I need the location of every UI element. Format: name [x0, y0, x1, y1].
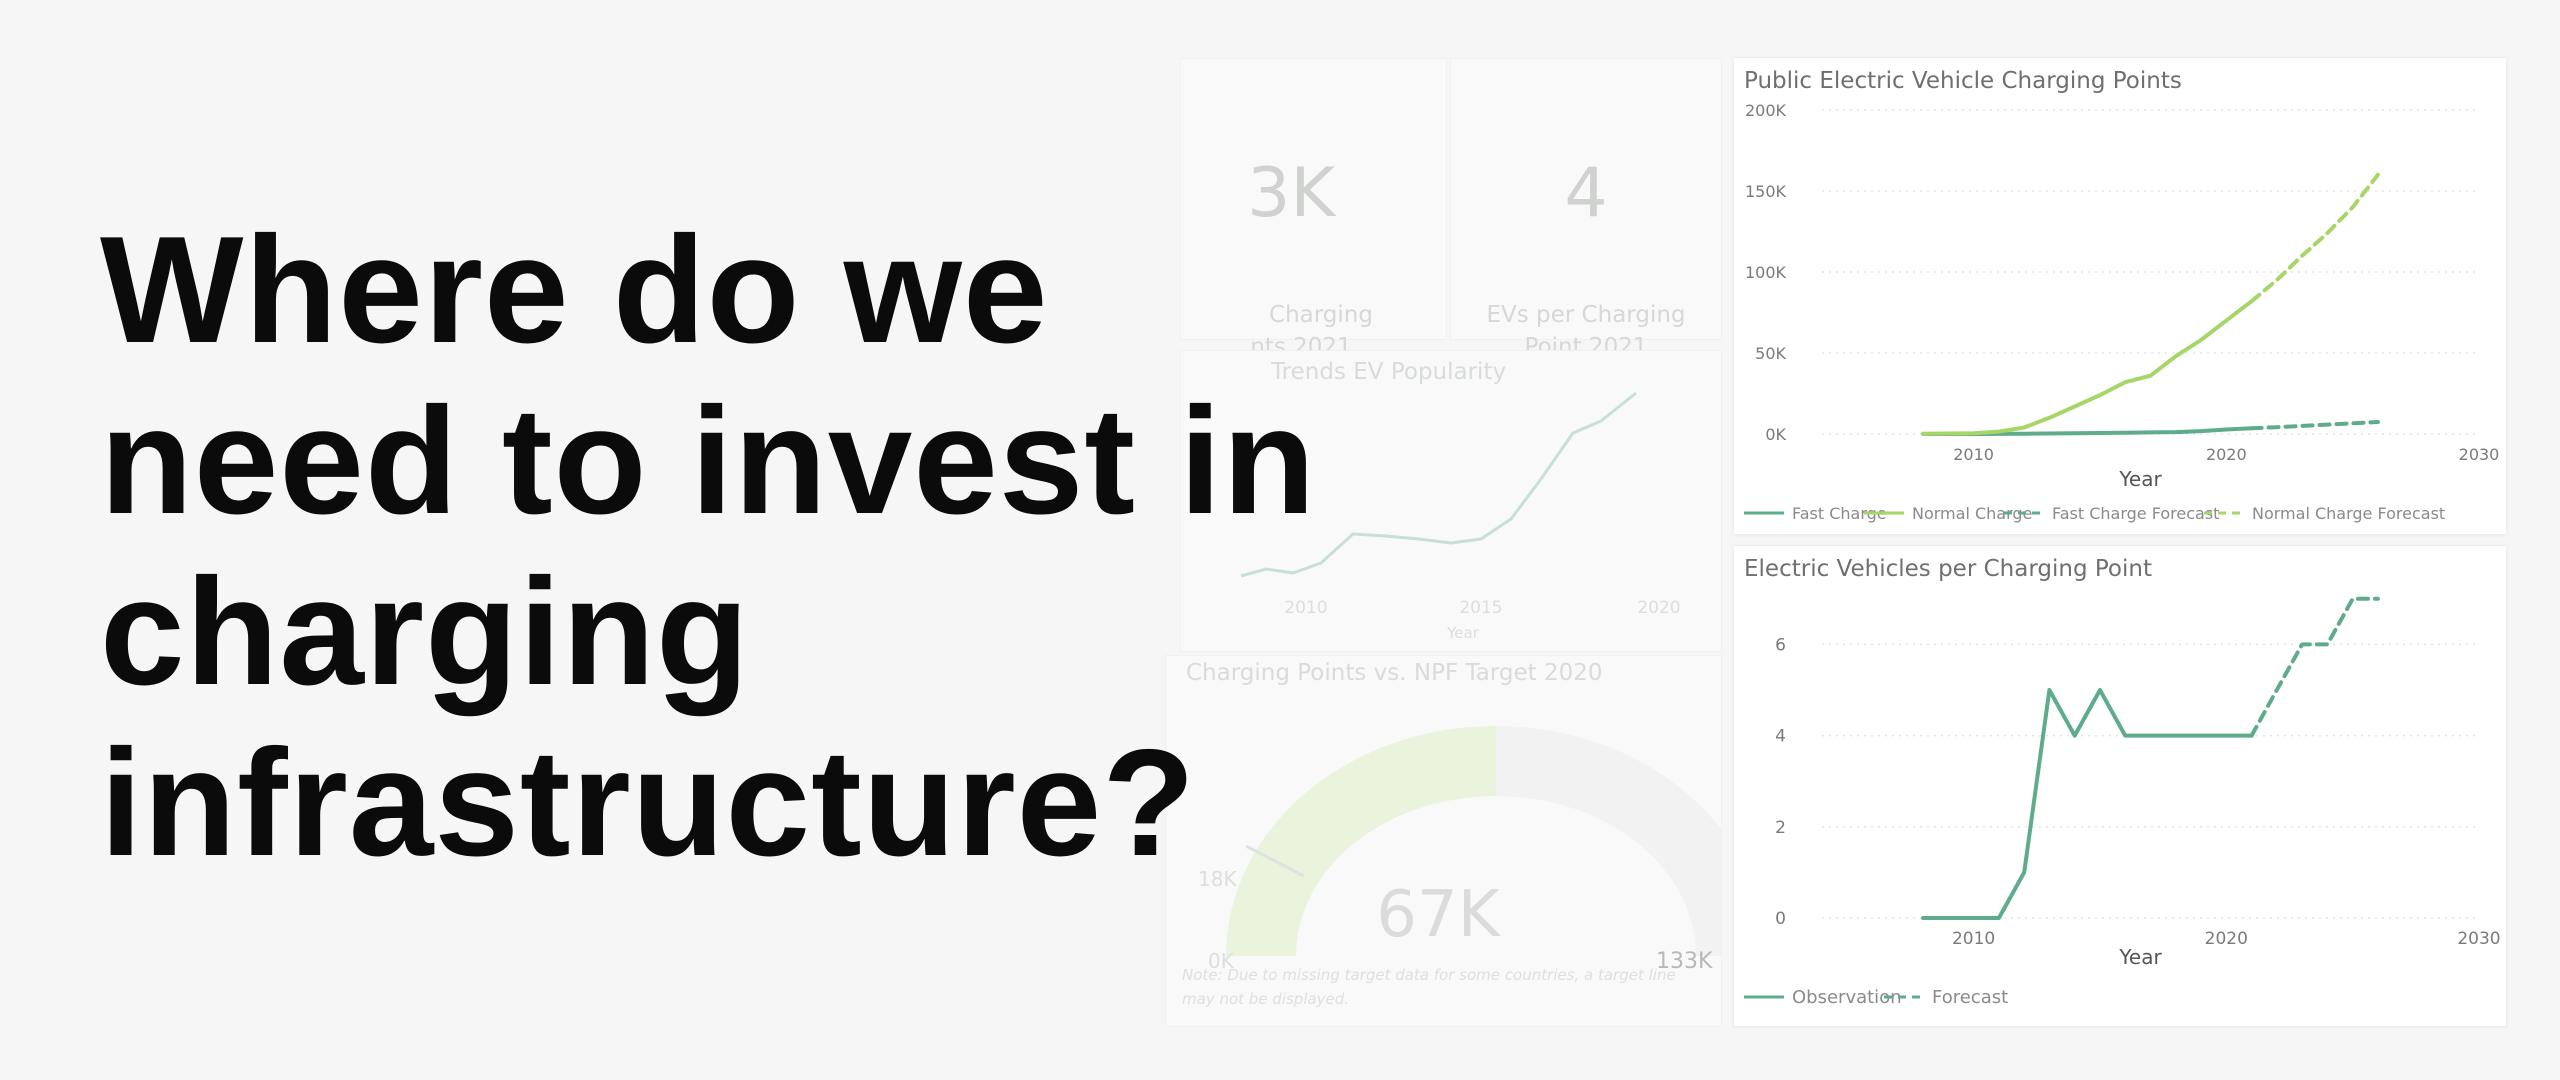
chart-title: Public Electric Vehicle Charging Points — [1744, 68, 2182, 94]
y-tick-label: 0K — [1765, 425, 1786, 444]
legend-label: Forecast — [1932, 987, 2008, 1008]
x-tick-label: 2010 — [1952, 929, 1995, 949]
y-tick-label: 4 — [1775, 727, 1786, 747]
trends-ev-popularity-card: Trends EV Popularity 2010 2015 2020 Year — [1180, 350, 1722, 652]
gauge-value: 67K — [1376, 878, 1501, 952]
gauge-note: Note: Due to missing target data for som… — [1182, 966, 1676, 1008]
trends-xlabel: Year — [1446, 624, 1480, 642]
kpi-value: 3K — [1247, 154, 1335, 233]
y-tick-label: 100K — [1745, 263, 1787, 282]
x-tick-label: 2020 — [2206, 445, 2247, 464]
x-axis-label: Year — [2118, 945, 2162, 969]
headline-line-3: charging — [100, 547, 750, 717]
gauge-max: 133K — [1656, 949, 1713, 974]
gauge-title: Charging Points vs. NPF Target 2020 — [1186, 660, 1603, 686]
series-line-normal-charge-forecast — [2249, 172, 2380, 304]
legend-label: Observation — [1792, 987, 1902, 1008]
trends-title: Trends EV Popularity — [1271, 359, 1507, 385]
y-tick-label: 0 — [1775, 909, 1786, 929]
x-axis-label: Year — [2118, 467, 2162, 491]
legend-label: Normal Charge — [1912, 504, 2032, 523]
y-tick-label: 50K — [1755, 344, 1786, 363]
y-tick-label: 2 — [1775, 818, 1786, 838]
gauge-card: Charging Points vs. NPF Target 2020 67K … — [1165, 655, 1722, 1027]
headline: Where do we need to invest in charging i… — [100, 205, 1350, 889]
headline-line-2: need to invest in — [100, 376, 1317, 546]
x-tick-label: 2020 — [2205, 929, 2248, 949]
gauge-min: 0K — [1208, 949, 1235, 973]
gauge-target: 18K — [1198, 867, 1237, 891]
y-tick-label: 150K — [1745, 182, 1787, 201]
x-tick-label: 2030 — [2457, 929, 2500, 949]
gauge-chart: 67K 0K 133K 18K — [1198, 726, 1721, 974]
gauge-target-line — [1245, 844, 1305, 878]
trends-line-chart: 2010 2015 2020 Year — [1240, 391, 1681, 642]
legend-label: Fast Charge Forecast — [2052, 504, 2219, 523]
trends-tick-2015: 2015 — [1459, 598, 1502, 618]
charging-points-card: Public Electric Vehicle Charging Points … — [1733, 57, 2507, 535]
legend-label: Fast Charge — [1792, 504, 1887, 523]
y-tick-label: 6 — [1775, 635, 1786, 655]
chart-title: Electric Vehicles per Charging Point — [1744, 556, 2152, 582]
kpi-label-line1: Charging — [1269, 302, 1373, 328]
kpi-label-line1: EVs per Charging — [1486, 302, 1686, 328]
series-line-fast-charge-forecast — [2249, 420, 2380, 431]
charging-points-chart: 0K 50K 100K 150K 200K 2010 2020 2030 Year Fast Ch… — [1744, 101, 2500, 523]
x-tick-label: 2030 — [2459, 445, 2500, 464]
trends-tick-2020: 2020 — [1637, 598, 1680, 618]
series-line-forecast — [2249, 596, 2380, 738]
trends-tick-2010: 2010 — [1284, 598, 1327, 618]
kpi-card-evs-per-point: 4 EVs per Charging Point 2021 — [1450, 58, 1722, 360]
evs-per-point-card: Electric Vehicles per Charging Point 0 2 4… — [1733, 545, 2507, 1027]
legend-label: Normal Charge Forecast — [2252, 504, 2445, 523]
headline-line-1: Where do we — [100, 205, 1049, 375]
y-tick-label: 200K — [1745, 101, 1787, 120]
x-tick-label: 2010 — [1953, 445, 1994, 464]
kpi-value: 4 — [1564, 154, 1608, 233]
evs-per-point-chart: 0 2 4 6 2010 2020 2030 Year Observation Forecast — [1744, 596, 2501, 1008]
gauge-remaining — [1496, 726, 1721, 956]
gauge-track — [1226, 726, 1496, 956]
trends-line — [1240, 391, 1637, 578]
headline-line-4: infrastructure? — [100, 718, 1197, 888]
series-line-observation — [1921, 688, 2254, 920]
series-line-normal-charge — [1921, 299, 2254, 436]
